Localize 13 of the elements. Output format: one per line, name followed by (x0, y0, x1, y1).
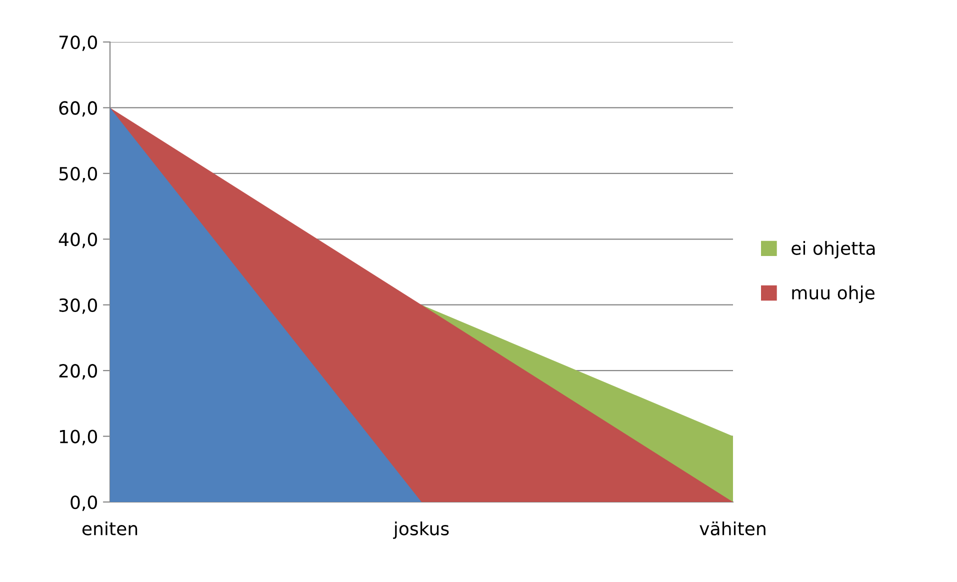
y-tick-label: 60,0 (59, 101, 97, 117)
y-tick-label: 70,0 (59, 35, 97, 51)
y-tick-label: 0,0 (70, 495, 97, 511)
x-tick-label: eniten (82, 521, 138, 536)
y-tick-label: 30,0 (59, 298, 97, 314)
legend-label: muu ohje (792, 286, 874, 304)
y-tick-label: 40,0 (58, 232, 97, 248)
y-tick-label: 50,0 (59, 166, 97, 182)
y-tick-label: 10,0 (60, 430, 97, 446)
y-tick-label: 20,0 (59, 364, 97, 380)
x-tick-label: joskus (393, 521, 449, 539)
legend-label: ei ohjetta (792, 240, 875, 258)
x-tick-label: vähiten (700, 521, 766, 536)
